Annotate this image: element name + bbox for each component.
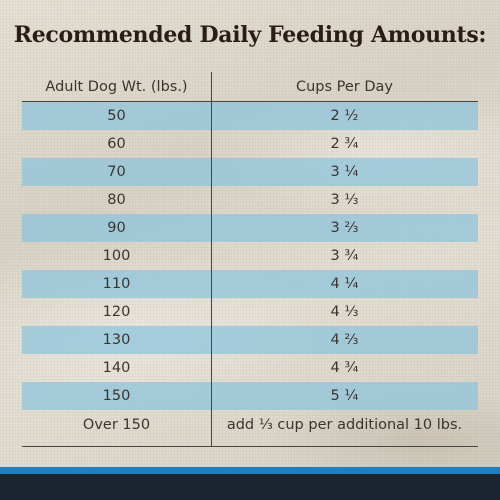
table-row: 130 4 ⅔ <box>22 326 478 354</box>
weight-cell: 60 <box>107 136 126 152</box>
feeding-table: Adult Dog Wt. (lbs.) Cups Per Day 50 2 ½… <box>22 72 478 446</box>
table-bottom-border <box>22 446 478 447</box>
weight-cell: 110 <box>102 276 131 292</box>
table-row: 140 4 ¾ <box>22 354 478 382</box>
table-row: Over 150 add ⅓ cup per additional 10 lbs… <box>22 410 478 440</box>
weight-cell: 120 <box>102 304 131 320</box>
table-row: 120 4 ⅓ <box>22 298 478 326</box>
cups-cell: 2 ½ <box>330 108 359 124</box>
cups-cell: 4 ⅓ <box>330 304 359 320</box>
table-header: Adult Dog Wt. (lbs.) Cups Per Day <box>22 72 478 102</box>
weight-cell: 130 <box>102 332 131 348</box>
table-row: 150 5 ¼ <box>22 382 478 410</box>
weight-cell: Over 150 <box>82 417 151 433</box>
table-row: 80 3 ⅓ <box>22 186 478 214</box>
cups-cell: 4 ⅔ <box>330 332 359 348</box>
cups-cell: add ⅓ cup per additional 10 lbs. <box>226 417 463 433</box>
table-row: 100 3 ¾ <box>22 242 478 270</box>
table-row: 90 3 ⅔ <box>22 214 478 242</box>
header-cups: Cups Per Day <box>295 78 394 95</box>
table-row: 60 2 ¾ <box>22 130 478 158</box>
table-row: 50 2 ½ <box>22 102 478 130</box>
weight-cell: 50 <box>107 108 126 124</box>
cups-cell: 3 ⅔ <box>330 220 359 236</box>
cups-cell: 2 ¾ <box>330 136 359 152</box>
header-weight: Adult Dog Wt. (lbs.) <box>45 78 188 95</box>
page-title: Recommended Daily Feeding Amounts: <box>13 22 487 48</box>
weight-cell: 70 <box>107 164 126 180</box>
cups-cell: 5 ¼ <box>330 388 359 404</box>
table-row: 110 4 ¼ <box>22 270 478 298</box>
table-row: 70 3 ¼ <box>22 158 478 186</box>
weight-cell: 100 <box>102 248 131 264</box>
cups-cell: 3 ¼ <box>330 164 359 180</box>
column-divider <box>211 72 212 446</box>
footer-blue-stripe <box>0 467 500 474</box>
weight-cell: 90 <box>107 220 126 236</box>
weight-cell: 80 <box>107 192 126 208</box>
cups-cell: 4 ¾ <box>330 360 359 376</box>
cups-cell: 3 ¾ <box>330 248 359 264</box>
weight-cell: 150 <box>102 388 131 404</box>
cups-cell: 3 ⅓ <box>330 192 359 208</box>
weight-cell: 140 <box>102 360 131 376</box>
footer-dark-band <box>0 474 500 500</box>
cups-cell: 4 ¼ <box>330 276 359 292</box>
